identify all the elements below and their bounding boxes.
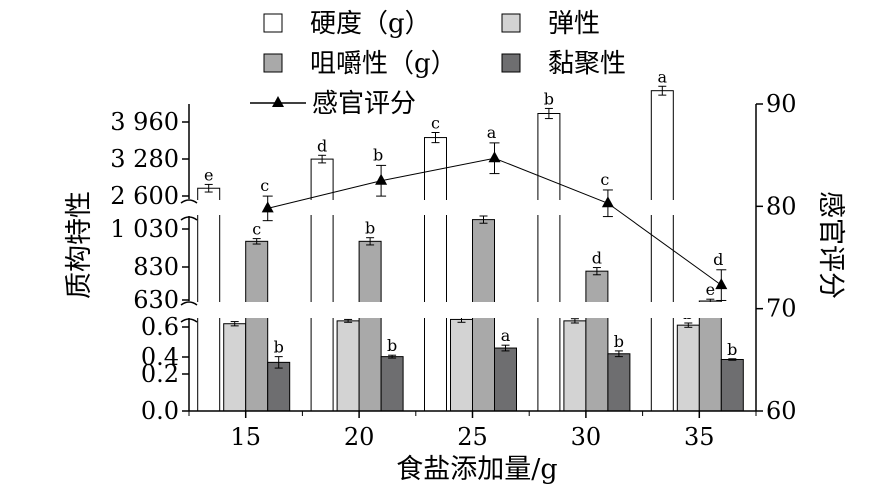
y-tick-label: 3 960 [110,108,179,136]
y-tick-label-right: 60 [766,397,797,425]
y-tick-label-right: 80 [766,192,797,220]
significance-label: b [387,336,397,355]
y-tick-label: 630 [133,286,179,314]
axis-break-mark [180,216,198,221]
bar [720,358,744,412]
significance-label: d [592,249,602,268]
y-tick-label: 2 600 [110,182,179,210]
bar [223,323,247,412]
significance-label: a [501,326,511,345]
significance-label: b [365,219,375,238]
significance-label: b [727,340,737,359]
legend-swatch [501,13,521,33]
axis-break-gap [190,200,755,215]
significance-label: d [713,250,723,269]
bar [650,90,674,412]
significance-label: b [274,338,284,357]
line-marker [375,173,388,185]
bar [358,240,382,412]
significance-label: b [544,89,554,108]
y-tick-label: 3 280 [110,145,179,173]
legend-marker [272,96,284,107]
bar [676,324,700,412]
y-tick-label-right: 70 [766,295,797,323]
y-axis-left-title: 质构特性 [64,191,95,299]
x-axis-title: 食盐添加量/g [396,454,557,485]
significance-label: d [317,136,327,155]
y-tick-label: 830 [133,253,179,281]
significance-label: b [614,332,624,351]
legend-swatch [263,53,283,73]
legend-label: 咀嚼性（g） [310,49,457,79]
y-tick-label: 0.4 [141,343,179,371]
y-tick-label: 1 030 [110,215,179,243]
legend-swatch [501,53,521,73]
bar [336,320,360,412]
x-tick-label: 25 [457,423,488,451]
x-tick-label: 20 [344,423,375,451]
significance-label: e [204,165,213,184]
bar [563,320,587,412]
y-tick-label: 0.6 [141,313,179,341]
bar [585,270,609,412]
bar [380,356,404,412]
x-tick-label: 15 [230,423,261,451]
significance-label: c [431,114,440,133]
bar [607,353,631,412]
significance-label: b [373,145,383,164]
significance-label: a [487,123,497,142]
axis-break-gap [190,302,755,318]
legend-label: 硬度（g） [310,9,431,39]
legend-label: 弹性 [548,9,600,39]
bar [424,137,447,412]
significance-label: c [600,170,609,189]
axis-break-mark [180,199,198,204]
line-marker [488,151,501,163]
axis-break-mark [180,301,198,306]
legend-label: 黏聚性 [548,49,626,79]
line-marker [261,201,274,213]
x-tick-label: 35 [684,423,715,451]
line-marker [601,196,614,208]
significance-label: a [658,67,668,86]
y-tick-label: 0.2 [141,360,179,388]
significance-label: c [260,176,269,195]
significance-label: c [252,220,261,239]
y-axis-right-title: 感官评分 [815,191,846,299]
line-marker [715,278,728,290]
bar [245,240,269,412]
plot-area: edcbabbabbcbadebbabbcbacd [190,67,755,412]
bar [494,347,517,412]
y-tick-label-right: 90 [766,90,797,118]
bar [450,318,473,412]
bar [537,113,561,412]
axis-break-mark [180,318,198,323]
y-tick-label: 0.0 [141,397,179,425]
legend-label: 感官评分 [312,89,416,119]
bar [197,187,221,412]
legend-swatch [263,13,283,33]
x-tick-label: 30 [571,423,602,451]
significance-label: e [706,280,715,299]
bar [267,361,291,412]
